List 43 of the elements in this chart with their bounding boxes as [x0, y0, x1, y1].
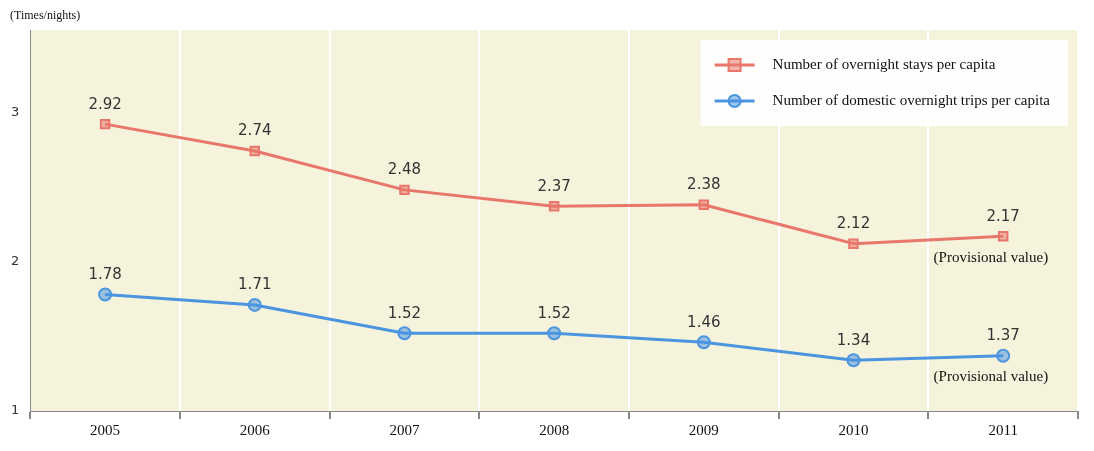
data-label: 2.17 [986, 206, 1020, 225]
data-label: 2.37 [537, 176, 571, 195]
data-label: 1.46 [687, 312, 721, 331]
point [996, 348, 1011, 363]
data-label: 1.78 [88, 264, 122, 283]
point [397, 326, 412, 341]
legend-label: Number of overnight stays per capita [772, 55, 996, 72]
x-tick-label: 2006 [239, 421, 271, 438]
x-tick-label: 2008 [539, 421, 570, 438]
data-label: 1.71 [238, 275, 272, 294]
data-label: 1.52 [387, 303, 422, 322]
data-label: 1.34 [836, 330, 871, 349]
point [548, 201, 560, 212]
point [696, 335, 711, 350]
data-label: 2.12 [836, 214, 871, 233]
x-tick-label: 2007 [389, 421, 420, 438]
data-label: 2.92 [88, 94, 122, 113]
point [399, 184, 410, 196]
x-tick-label: 2011 [988, 421, 1018, 438]
point [547, 326, 562, 341]
point [249, 145, 261, 157]
annotation: (Provisional value) [933, 368, 1049, 386]
point [698, 199, 710, 211]
data-label: 2.74 [238, 121, 272, 140]
point [98, 287, 113, 302]
y-axis-title: (Times/nights) [10, 8, 81, 23]
x-tick-label: 2005 [90, 421, 121, 438]
point [848, 238, 859, 249]
data-label: 1.37 [986, 326, 1020, 345]
data-label: 2.38 [687, 175, 721, 194]
legend-label: Number of domestic overnight trips per capita [772, 91, 1051, 108]
point [846, 353, 861, 368]
y-tick-label: 3 [10, 103, 20, 119]
point [99, 118, 111, 130]
point [247, 297, 262, 312]
x-tick-label: 2010 [838, 421, 869, 438]
y-tick-label: 1 [10, 402, 20, 418]
point [997, 230, 1009, 242]
data-label: 1.52 [537, 303, 571, 322]
data-label: 2.48 [387, 160, 422, 179]
x-tick-label: 2009 [688, 421, 719, 438]
y-tick-label: 2 [10, 252, 20, 268]
annotation: (Provisional value) [933, 248, 1049, 266]
